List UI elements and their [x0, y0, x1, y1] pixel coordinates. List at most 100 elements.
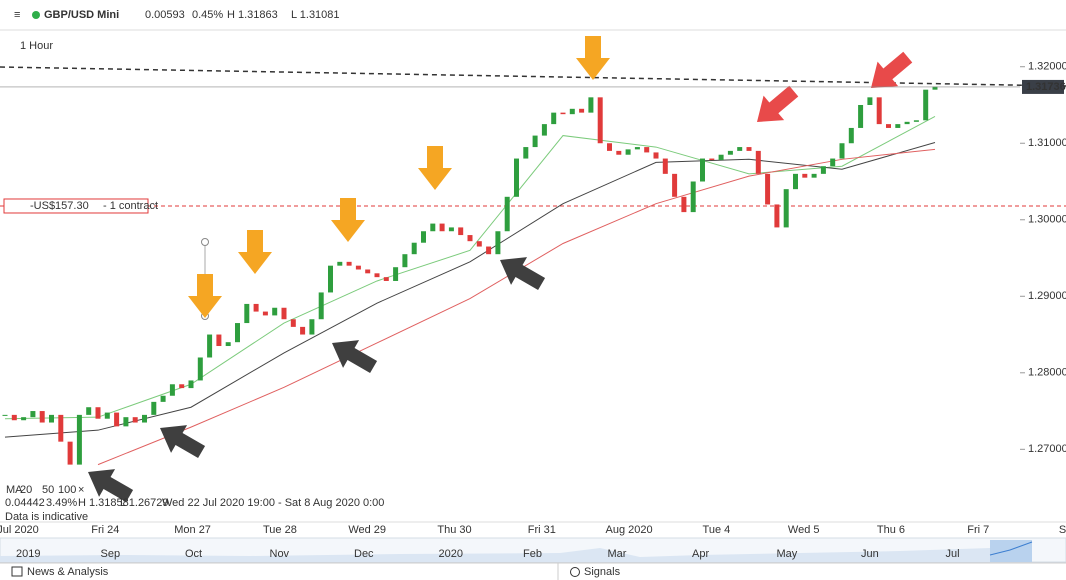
candle	[904, 121, 910, 125]
candle	[188, 380, 194, 389]
trend-line	[0, 66, 1066, 87]
candle	[700, 158, 705, 182]
candle	[718, 154, 724, 161]
y-tick-label: 1.27000	[1028, 443, 1066, 455]
candle	[244, 303, 250, 324]
candle	[523, 147, 529, 159]
candle	[644, 147, 650, 153]
candle	[690, 181, 696, 213]
candle	[588, 97, 594, 113]
navigator-label: 2020	[439, 548, 463, 560]
candle	[867, 97, 873, 105]
candle	[160, 395, 166, 402]
position-pnl: -US$157.30	[30, 200, 89, 212]
signals-tab[interactable]: Signals	[584, 566, 621, 578]
candle	[737, 147, 743, 151]
ma-close[interactable]: ×	[78, 484, 84, 496]
news-tab[interactable]: News & Analysis	[27, 566, 109, 578]
candle	[11, 414, 17, 421]
candle	[290, 319, 296, 327]
candle	[346, 261, 352, 266]
candle	[932, 86, 938, 90]
candle	[421, 231, 426, 243]
candle	[765, 173, 771, 205]
candle	[365, 269, 371, 274]
candle	[839, 143, 845, 159]
candle	[486, 246, 492, 255]
candle	[755, 150, 761, 174]
x-tick-label: Tue 4	[703, 524, 731, 536]
bottom-info: MA × 0.04442 3.49% H 1.31858 L 1.26729 W…	[5, 484, 384, 523]
candle	[30, 411, 36, 418]
top-bar	[0, 0, 1066, 30]
x-tick-label: Thu 30	[437, 524, 471, 536]
candle	[151, 401, 157, 415]
candle	[820, 166, 826, 174]
candle	[216, 334, 222, 347]
candle	[802, 173, 808, 178]
current-price-box	[1022, 79, 1064, 94]
candle	[86, 407, 92, 415]
range-low: L 1.26729	[120, 497, 169, 509]
navigator-label: Oct	[185, 548, 202, 560]
note: Data is indicative	[5, 511, 88, 523]
candle	[458, 227, 464, 236]
candle	[551, 112, 557, 125]
menu-icon[interactable]: ≡	[14, 9, 20, 21]
candle	[662, 158, 668, 174]
candle	[709, 158, 715, 161]
x-tick-label: Wed 29	[348, 524, 386, 536]
navigator-label: Nov	[270, 548, 290, 560]
candle	[830, 158, 836, 167]
navigator-label: 2019	[16, 548, 40, 560]
low: L 1.31081	[291, 9, 340, 21]
candle	[2, 414, 8, 416]
candle	[300, 326, 306, 335]
candle	[281, 307, 287, 320]
candle	[39, 411, 45, 423]
candle	[504, 196, 510, 232]
candle	[560, 112, 566, 115]
x-tick-label: Mon 27	[174, 524, 211, 536]
candle	[727, 150, 733, 155]
candle	[430, 223, 436, 232]
candle	[355, 265, 361, 270]
current-price-label: 1.31736	[1026, 81, 1066, 93]
candle	[328, 265, 333, 293]
candle	[597, 97, 603, 144]
candle	[625, 149, 631, 155]
instrument[interactable]: GBP/USD Mini	[44, 9, 119, 21]
candle	[76, 414, 82, 465]
candle	[923, 89, 929, 121]
navigator-label: Jul	[946, 548, 960, 560]
x-tick-label: Fri 7	[967, 524, 989, 536]
candle	[579, 108, 585, 113]
candle	[402, 254, 408, 268]
candle	[309, 319, 315, 335]
candle	[913, 120, 919, 122]
navigator-window[interactable]	[990, 540, 1032, 562]
x-tick-label: Fri 24	[91, 524, 119, 536]
candle	[811, 173, 817, 178]
candle	[448, 227, 454, 232]
candle	[262, 311, 268, 316]
x-tick-label: Tue 28	[263, 524, 297, 536]
candle	[253, 303, 259, 312]
y-tick-label: 1.32000	[1028, 61, 1066, 73]
candle	[207, 334, 213, 358]
x-tick-label: Aug 2020	[606, 524, 653, 536]
change: 0.00593	[145, 9, 185, 21]
x-tick-label: Fri 31	[528, 524, 556, 536]
candle	[895, 124, 901, 128]
candle	[95, 407, 101, 419]
navigator-label: May	[777, 548, 798, 560]
candle	[142, 414, 147, 423]
timeframe[interactable]: 1 Hour	[20, 40, 53, 52]
candle	[49, 414, 54, 423]
navigator-label: Mar	[608, 548, 627, 560]
candle	[169, 384, 175, 396]
candle	[197, 357, 203, 381]
moving-average	[4, 141, 936, 438]
